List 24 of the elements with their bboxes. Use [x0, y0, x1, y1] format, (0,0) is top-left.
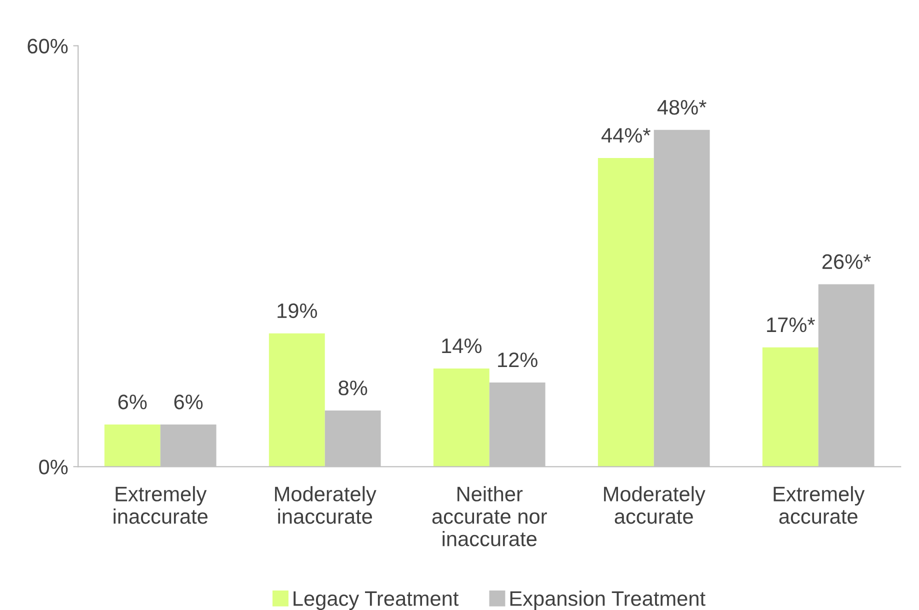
bar	[433, 368, 490, 467]
x-tick-label: Moderately inaccurate	[275, 486, 376, 524]
bar	[104, 424, 160, 467]
data-label: 12%	[498, 352, 538, 368]
legend-label: Expansion Treatment	[510, 590, 706, 610]
data-label: 26%*	[822, 254, 871, 270]
data-label: 14%	[442, 338, 482, 354]
x-tick-label: Extremely accurate	[774, 486, 865, 524]
data-label: 6%	[174, 394, 203, 410]
data-label: 17%*	[767, 318, 815, 332]
data-label: 19%	[278, 303, 318, 318]
bar	[762, 347, 818, 467]
legend-label: Legacy Treatment	[294, 591, 459, 610]
x-tick-label: Moderately accurate	[604, 486, 706, 524]
x-tick-label: Extremely inaccurate	[114, 486, 208, 524]
bar	[268, 333, 325, 467]
bar	[598, 158, 654, 467]
x-tick-label: Neither accurate nor inaccurate	[432, 486, 547, 546]
y-tick-label: 0%	[39, 460, 68, 474]
y-tick-label: 60%	[28, 38, 68, 54]
data-label: 44%*	[601, 128, 650, 143]
data-label: 8%	[338, 380, 368, 396]
data-label: 6%	[118, 394, 147, 410]
data-label: 48%*	[657, 100, 706, 115]
